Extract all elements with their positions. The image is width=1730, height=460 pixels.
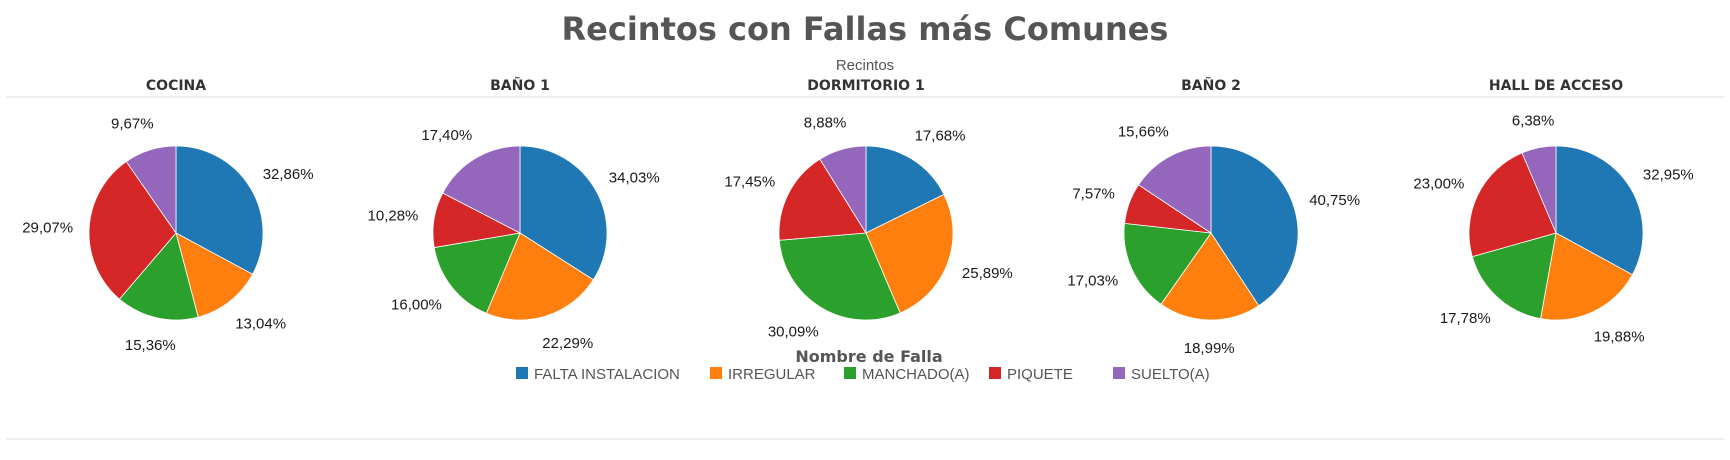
slice-label-dormitorio-1-suelto-a: 8,88% [804, 114, 847, 131]
legend-label-manchado-a: MANCHADO(A) [862, 366, 970, 383]
slice-hall-de-acceso-irregular[interactable] [1540, 232, 1633, 321]
slice-bano-1-manchado-a[interactable] [433, 232, 521, 314]
pies-group: COCINA 32,86% 13,04% 15,36% 29,07% 9,67% BAÑO … [22, 77, 1694, 357]
slice-cocina-suelto-a[interactable] [125, 145, 177, 235]
slice-label-bano-2-manchado-a: 17,03% [1067, 272, 1118, 289]
pie-title-bano-1: BAÑO 1 [490, 77, 550, 94]
slice-label-bano-2-falta-instalacion: 40,75% [1309, 192, 1360, 209]
pie-cocina: COCINA 32,86% 13,04% 15,36% 29,07% 9,67% [22, 78, 313, 354]
legend-swatch-piquete [989, 367, 1001, 379]
slice-label-bano-1-falta-instalacion: 34,03% [609, 170, 660, 187]
legend-swatch-suelto-a [1113, 367, 1125, 379]
pie-title-hall-de-acceso: HALL DE ACCESO [1489, 78, 1623, 94]
slice-hall-de-acceso-manchado-a[interactable] [1471, 232, 1557, 320]
pie-hall-de-acceso: HALL DE ACCESO 32,95% 19,88% 17,78% 23,00% 6,… [1413, 78, 1693, 346]
slice-label-bano-2-suelto-a: 15,66% [1118, 124, 1169, 141]
slice-label-bano-1-piquete: 10,28% [368, 207, 419, 224]
slice-label-bano-1-manchado-a: 16,00% [391, 297, 442, 314]
pie-title-cocina: COCINA [146, 78, 206, 94]
slice-dormitorio-1-suelto-a[interactable] [819, 145, 867, 235]
legend-label-irregular: IRREGULAR [728, 366, 816, 383]
pie-dormitorio-1: DORMITORIO 1 17,68% 25,89% 30,09% 17,45% 8,88… [724, 78, 1012, 341]
pie-bano-1: BAÑO 1 34,03% 22,29% 16,00% 10,28% 17,40% [368, 77, 660, 352]
pie-bano-2: BAÑO 2 40,75% 18,99% 17,03% 7,57% 15,66% [1067, 77, 1360, 357]
legend-item-manchado-a[interactable]: MANCHADO(A) [844, 366, 970, 383]
slice-label-hall-de-acceso-suelto-a: 6,38% [1512, 112, 1555, 129]
slice-label-dormitorio-1-irregular: 25,89% [962, 265, 1013, 282]
slice-label-bano-2-piquete: 7,57% [1072, 186, 1115, 203]
slice-label-hall-de-acceso-falta-instalacion: 32,95% [1643, 166, 1694, 183]
slice-cocina-manchado-a[interactable] [118, 232, 199, 321]
slice-label-dormitorio-1-manchado-a: 30,09% [768, 324, 819, 341]
slice-label-bano-1-irregular: 22,29% [542, 335, 593, 352]
slice-bano-1-suelto-a[interactable] [442, 145, 521, 234]
legend-item-suelto-a[interactable]: SUELTO(A) [1113, 366, 1210, 383]
pie-title-dormitorio-1: DORMITORIO 1 [807, 78, 924, 94]
slice-bano-1-falta-instalacion[interactable] [519, 145, 608, 281]
legend-title: Nombre de Falla [795, 347, 942, 366]
slice-label-bano-1-suelto-a: 17,40% [421, 127, 472, 144]
slice-cocina-falta-instalacion[interactable] [175, 145, 264, 275]
slice-label-hall-de-acceso-piquete: 23,00% [1413, 175, 1464, 192]
legend: FALTA INSTALACION IRREGULAR MANCHADO(A) PIQ… [516, 366, 1210, 383]
slice-hall-de-acceso-suelto-a[interactable] [1521, 145, 1557, 234]
legend-swatch-manchado-a [844, 367, 856, 379]
slice-label-dormitorio-1-falta-instalacion: 17,68% [915, 127, 966, 144]
legend-item-piquete[interactable]: PIQUETE [989, 366, 1073, 383]
slice-label-hall-de-acceso-manchado-a: 17,78% [1440, 310, 1491, 327]
slice-label-bano-2-irregular: 18,99% [1184, 340, 1235, 357]
legend-item-falta-instalacion[interactable]: FALTA INSTALACION [516, 366, 680, 383]
slice-hall-de-acceso-falta-instalacion[interactable] [1555, 145, 1644, 276]
slice-label-cocina-irregular: 13,04% [235, 315, 286, 332]
slice-bano-2-suelto-a[interactable] [1138, 145, 1212, 234]
slice-dormitorio-1-manchado-a[interactable] [778, 232, 901, 321]
slice-dormitorio-1-falta-instalacion[interactable] [865, 145, 945, 234]
slice-label-dormitorio-1-piquete: 17,45% [724, 174, 775, 191]
slice-bano-2-manchado-a[interactable] [1123, 222, 1212, 305]
slice-bano-1-irregular[interactable] [485, 232, 594, 321]
legend-label-falta-instalacion: FALTA INSTALACION [534, 366, 680, 383]
slice-label-hall-de-acceso-irregular: 19,88% [1594, 329, 1645, 346]
slice-cocina-piquete[interactable] [88, 161, 177, 300]
legend-label-piquete: PIQUETE [1007, 366, 1073, 383]
chart-subtitle: Recintos [836, 57, 894, 74]
chart-title: Recintos con Fallas más Comunes [562, 10, 1169, 48]
slice-dormitorio-1-piquete[interactable] [778, 158, 867, 241]
legend-swatch-falta-instalacion [516, 367, 528, 379]
slice-label-cocina-manchado-a: 15,36% [125, 337, 176, 354]
legend-swatch-irregular [710, 367, 722, 379]
slice-label-cocina-falta-instalacion: 32,86% [263, 166, 314, 183]
pie-title-bano-2: BAÑO 2 [1181, 77, 1241, 94]
slice-label-cocina-piquete: 29,07% [22, 219, 73, 236]
legend-item-irregular[interactable]: IRREGULAR [710, 366, 816, 383]
slice-label-cocina-suelto-a: 9,67% [111, 115, 154, 132]
slice-hall-de-acceso-piquete[interactable] [1468, 152, 1557, 258]
slice-bano-2-irregular[interactable] [1160, 232, 1260, 321]
slice-cocina-irregular[interactable] [175, 232, 254, 318]
legend-label-suelto-a: SUELTO(A) [1131, 366, 1210, 383]
